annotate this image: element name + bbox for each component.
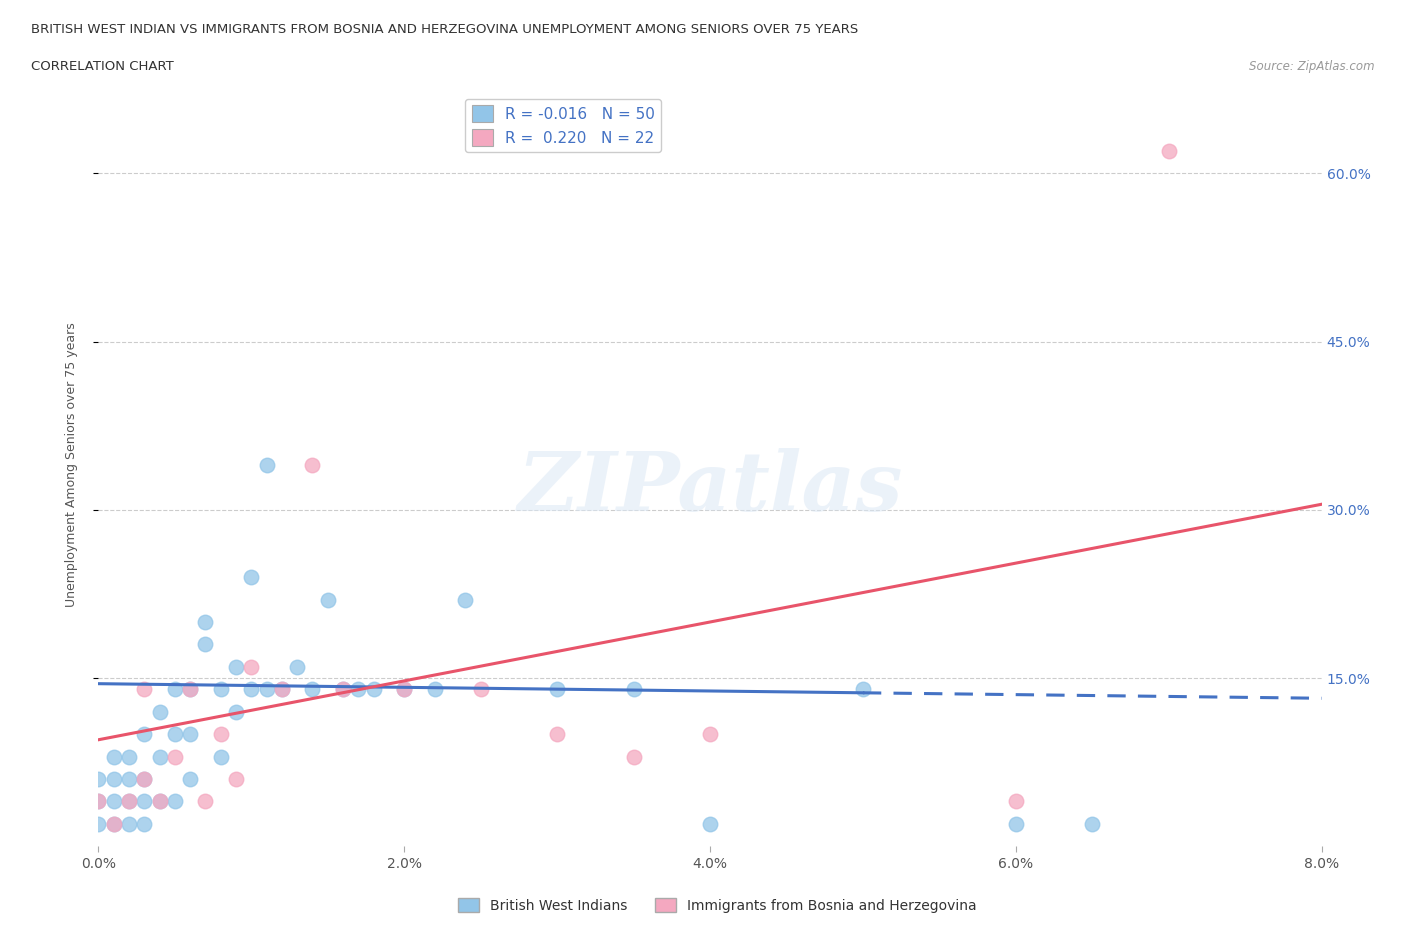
- Point: [347, 682, 370, 697]
- Point: [149, 750, 172, 764]
- Point: [103, 772, 125, 787]
- Point: [134, 794, 156, 809]
- Point: [103, 750, 125, 764]
- Point: [134, 772, 156, 787]
- Point: [270, 682, 294, 697]
- Point: [163, 750, 186, 764]
- Point: [134, 772, 156, 787]
- Point: [103, 794, 125, 809]
- Point: [623, 682, 645, 697]
- Y-axis label: Unemployment Among Seniors over 75 years: Unemployment Among Seniors over 75 years: [65, 323, 77, 607]
- Point: [225, 704, 247, 719]
- Point: [301, 458, 323, 472]
- Point: [149, 704, 172, 719]
- Point: [546, 726, 568, 741]
- Point: [118, 772, 141, 787]
- Point: [423, 682, 446, 697]
- Point: [240, 659, 263, 674]
- Point: [240, 570, 263, 585]
- Point: [623, 750, 645, 764]
- Point: [209, 750, 232, 764]
- Point: [285, 659, 308, 674]
- Point: [332, 682, 354, 697]
- Point: [546, 682, 568, 697]
- Point: [103, 817, 125, 831]
- Point: [392, 682, 416, 697]
- Point: [87, 794, 110, 809]
- Text: ZIPatlas: ZIPatlas: [517, 448, 903, 528]
- Point: [225, 659, 247, 674]
- Point: [194, 637, 217, 652]
- Point: [179, 726, 201, 741]
- Legend: R = -0.016   N = 50, R =  0.220   N = 22: R = -0.016 N = 50, R = 0.220 N = 22: [465, 99, 661, 153]
- Point: [87, 794, 110, 809]
- Point: [316, 592, 339, 607]
- Point: [240, 682, 263, 697]
- Legend: British West Indians, Immigrants from Bosnia and Herzegovina: British West Indians, Immigrants from Bo…: [453, 893, 981, 919]
- Point: [699, 726, 721, 741]
- Point: [118, 794, 141, 809]
- Point: [134, 817, 156, 831]
- Text: CORRELATION CHART: CORRELATION CHART: [31, 60, 174, 73]
- Point: [163, 794, 186, 809]
- Point: [179, 682, 201, 697]
- Point: [209, 726, 232, 741]
- Point: [194, 794, 217, 809]
- Point: [332, 682, 354, 697]
- Point: [209, 682, 232, 697]
- Point: [470, 682, 492, 697]
- Point: [149, 794, 172, 809]
- Point: [87, 817, 110, 831]
- Point: [134, 726, 156, 741]
- Point: [179, 682, 201, 697]
- Text: Source: ZipAtlas.com: Source: ZipAtlas.com: [1250, 60, 1375, 73]
- Point: [699, 817, 721, 831]
- Point: [163, 726, 186, 741]
- Point: [392, 682, 416, 697]
- Point: [1081, 817, 1104, 831]
- Point: [1004, 817, 1026, 831]
- Text: BRITISH WEST INDIAN VS IMMIGRANTS FROM BOSNIA AND HERZEGOVINA UNEMPLOYMENT AMONG: BRITISH WEST INDIAN VS IMMIGRANTS FROM B…: [31, 23, 858, 36]
- Point: [118, 794, 141, 809]
- Point: [256, 682, 278, 697]
- Point: [118, 817, 141, 831]
- Point: [256, 458, 278, 472]
- Point: [852, 682, 875, 697]
- Point: [134, 682, 156, 697]
- Point: [225, 772, 247, 787]
- Point: [149, 794, 172, 809]
- Point: [194, 615, 217, 630]
- Point: [1157, 143, 1180, 158]
- Point: [118, 750, 141, 764]
- Point: [363, 682, 385, 697]
- Point: [87, 772, 110, 787]
- Point: [1004, 794, 1026, 809]
- Point: [179, 772, 201, 787]
- Point: [103, 817, 125, 831]
- Point: [454, 592, 477, 607]
- Point: [163, 682, 186, 697]
- Point: [270, 682, 294, 697]
- Point: [301, 682, 323, 697]
